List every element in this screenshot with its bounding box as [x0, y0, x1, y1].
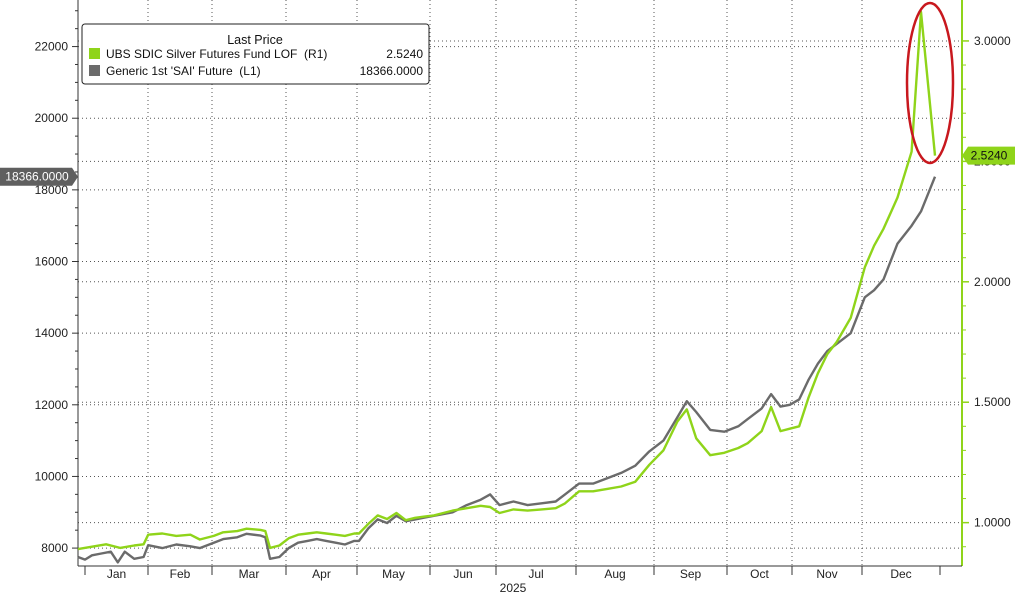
annotation-ellipse — [905, 1, 955, 165]
axes — [77, 0, 963, 567]
left-axis-ticks: 8000 10000 12000 14000 16000 18000 20000 22000 — [35, 10, 78, 555]
month-tick-label: Oct — [750, 567, 769, 581]
left-tick-label: 16000 — [35, 255, 69, 269]
legend-swatch-sai — [89, 65, 100, 76]
month-tick-label: Nov — [816, 567, 837, 581]
month-tick-label: Feb — [170, 567, 191, 581]
month-axis-ticks: Jan Feb Mar Apr May Jun Jul Aug Sep Oct Nov Dec — [84, 566, 941, 581]
left-tick-label: 8000 — [41, 541, 68, 555]
left-tick-label: 20000 — [35, 111, 69, 125]
left-tick-label: 14000 — [35, 326, 69, 340]
month-tick-label: Aug — [604, 567, 625, 581]
x-axis-year-label: 2025 — [500, 581, 527, 595]
month-tick-label: Sep — [680, 567, 702, 581]
left-tick-label: 18000 — [35, 183, 69, 197]
legend-value-ubs: 2.5240 — [386, 47, 423, 61]
month-tick-label: Jun — [453, 567, 472, 581]
legend-box — [81, 23, 430, 85]
month-tick-label: Mar — [239, 567, 260, 581]
series-line-sai-future — [77, 176, 937, 564]
month-tick-label: Jul — [528, 567, 543, 581]
month-tick-label: Dec — [890, 567, 911, 581]
series-line-ubs-sdic-fund — [77, 10, 937, 551]
month-tick-label: Apr — [312, 567, 331, 581]
series-layer — [77, 10, 937, 564]
left-tick-label: 10000 — [35, 469, 69, 483]
legend: Last Price UBS SDIC Silver Futures Fund … — [81, 23, 430, 85]
right-flag-text: 2.5240 — [971, 149, 1008, 163]
legend-value-sai: 18366.0000 — [360, 64, 424, 78]
month-tick-label: Jan — [107, 567, 126, 581]
right-last-value-flag: 2.5240 — [962, 146, 1015, 165]
right-tick-label: 3.0000 — [974, 34, 1011, 48]
left-last-value-flag: 18366.0000 — [0, 167, 78, 186]
left-tick-label: 12000 — [35, 398, 69, 412]
legend-label-ubs: UBS SDIC Silver Futures Fund LOF (R1) — [106, 47, 327, 61]
right-tick-label: 2.0000 — [974, 275, 1011, 289]
left-flag-background — [0, 167, 78, 186]
legend-swatch-ubs — [89, 48, 100, 59]
month-tick-label: May — [382, 567, 405, 581]
legend-title: Last Price — [227, 33, 283, 47]
right-tick-label: 1.5000 — [974, 395, 1011, 409]
gridlines — [78, 0, 962, 566]
left-tick-label: 22000 — [35, 40, 69, 54]
left-flag-text: 18366.0000 — [5, 170, 69, 184]
legend-label-sai: Generic 1st 'SAI' Future (L1) — [106, 64, 261, 78]
right-tick-label: 1.0000 — [974, 516, 1011, 530]
right-flag-background — [962, 146, 1015, 165]
